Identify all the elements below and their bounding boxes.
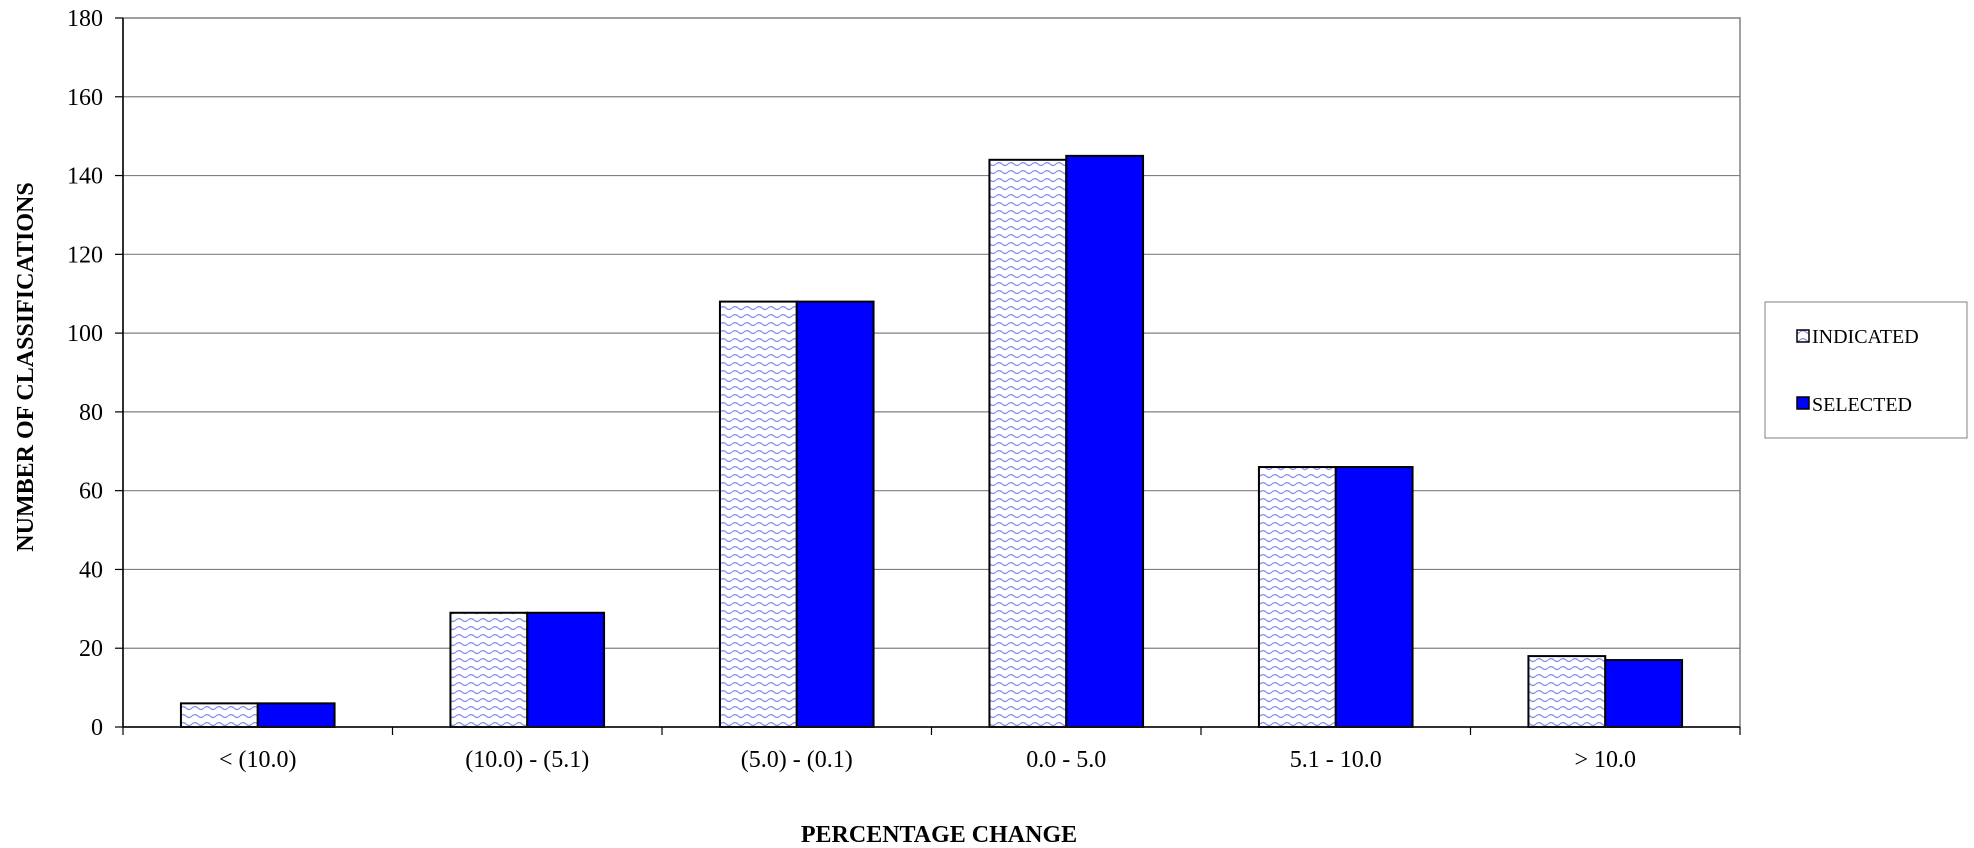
axes	[115, 17, 1741, 735]
y-tick-label: 0	[91, 715, 103, 741]
bar-indicated	[1527, 655, 1607, 728]
y-axis-title: NUMBER OF CLASSIFICATIONS	[13, 182, 39, 551]
y-tick-label: 120	[67, 242, 103, 268]
bar-selected	[1065, 154, 1145, 729]
x-tick-label: (5.0) - (0.1)	[741, 747, 853, 773]
legend-box	[1764, 301, 1968, 439]
bar-selected	[1334, 466, 1414, 728]
y-tick-label: 60	[79, 479, 103, 505]
legend-label-indicated: INDICATED	[1812, 326, 1919, 348]
gridlines	[123, 96, 1740, 649]
y-tick-label: 160	[67, 85, 103, 111]
bar-indicated	[718, 300, 798, 728]
legend: INDICATED SELECTED	[1764, 301, 1968, 439]
x-tick-label: 0.0 - 5.0	[1026, 747, 1106, 773]
legend-swatch-indicated	[1796, 329, 1810, 343]
x-axis-title: PERCENTAGE CHANGE	[801, 822, 1077, 848]
x-tick-label: (10.0) - (5.1)	[465, 747, 589, 773]
y-tick-label: 40	[79, 557, 103, 583]
bar-selected	[795, 300, 875, 728]
x-tick-label: < (10.0)	[219, 747, 297, 773]
bar-indicated	[449, 611, 529, 728]
bar-indicated	[179, 702, 259, 728]
bar-selected	[526, 611, 606, 728]
bars	[179, 154, 1684, 729]
y-tick-label: 100	[67, 321, 103, 347]
y-tick-label: 180	[67, 6, 103, 32]
legend-label-selected: SELECTED	[1812, 394, 1912, 416]
plot-area-border	[122, 17, 1741, 728]
bar-indicated	[988, 158, 1068, 729]
x-tick-label: > 10.0	[1574, 747, 1636, 773]
bar-indicated	[1257, 466, 1337, 728]
tick-labels: 0 20 40 60 80 100 120 140 160 180 < (10.0) (10.0) -…	[67, 6, 1636, 773]
y-tick-label: 80	[79, 400, 103, 426]
y-tick-label: 140	[67, 164, 103, 190]
legend-swatch-selected	[1796, 396, 1810, 410]
x-tick-label: 5.1 - 10.0	[1290, 747, 1382, 773]
bar-selected	[256, 702, 336, 728]
bar-selected	[1604, 659, 1684, 728]
y-tick-label: 20	[79, 636, 103, 662]
